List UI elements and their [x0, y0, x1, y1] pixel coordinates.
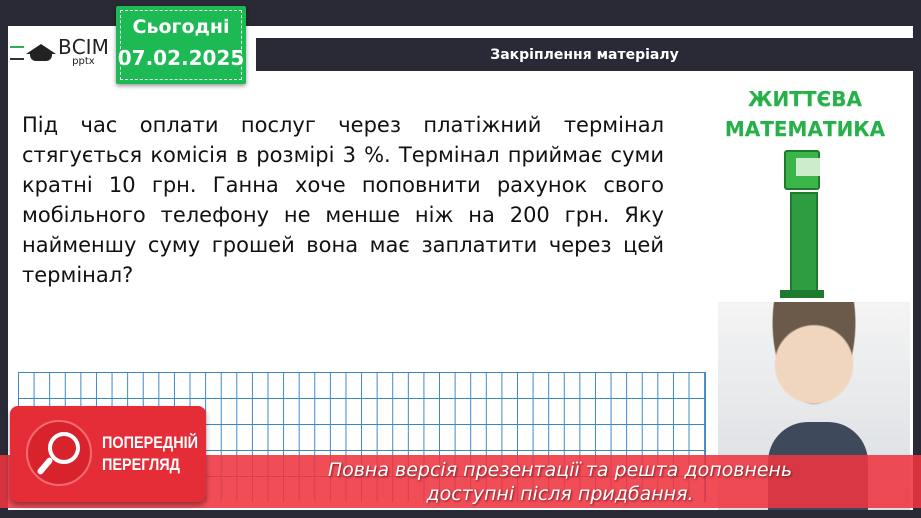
logo-name: ВСІМ	[58, 35, 109, 59]
side-title-line2: МАТЕМАТИКА	[724, 117, 886, 141]
date-label: Сьогодні	[132, 16, 230, 38]
banner-text: Повна версія презентації та решта доповн…	[300, 458, 820, 506]
preview-line1: ПОПЕРЕДНІЙ	[102, 433, 199, 452]
header-bar: Закріплення матеріалу	[256, 38, 913, 71]
side-title: ЖИТТЄВА МАТЕМАТИКА	[720, 84, 890, 144]
problem-text: Під час оплати послуг через платіжний те…	[22, 113, 664, 287]
preview-line2: ПЕРЕГЛЯД	[102, 455, 180, 474]
side-title-line1: ЖИТТЄВА	[748, 87, 862, 111]
logo: ВСІМ pptx	[10, 35, 109, 67]
magnifier-icon	[26, 420, 92, 486]
payment-terminal-icon	[780, 150, 824, 300]
date-value: 07.02.2025	[117, 46, 245, 70]
logo-sub: pptx	[72, 56, 95, 67]
page-title: Закріплення матеріалу	[490, 46, 679, 63]
graduation-cap-icon	[10, 40, 56, 66]
banner-line2: доступні після придбання.	[426, 483, 694, 505]
preview-badge[interactable]: ПОПЕРЕДНІЙ ПЕРЕГЛЯД	[10, 406, 206, 502]
banner-line1: Повна версія презентації та решта доповн…	[327, 459, 793, 481]
date-badge: Сьогодні 07.02.2025	[116, 6, 246, 84]
